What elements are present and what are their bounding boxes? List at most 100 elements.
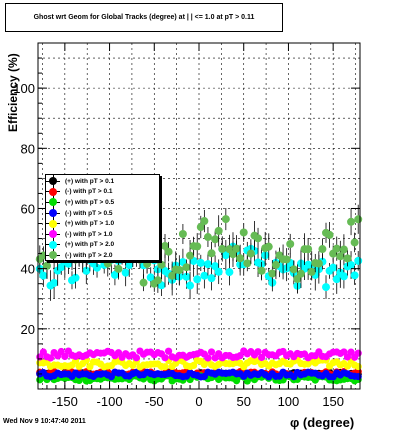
data-point [207,249,216,258]
legend-entry: (-) with pT > 1.0 [46,227,159,242]
data-point [340,348,348,356]
data-point [39,271,48,280]
data-point [153,276,162,285]
legend-label: (+) with pT > 2.0 [65,241,115,249]
data-point [236,254,245,263]
data-point [125,261,134,270]
data-point [200,271,209,280]
plot-title: Ghost wrt Geom for Global Tracks (degree… [5,3,283,32]
legend-label: (+) with pT > 1.0 [65,220,115,228]
legend-marker [46,174,60,189]
data-point [329,263,338,272]
data-point [258,353,266,362]
legend-entry: (-) with pT > 2.0 [46,248,159,263]
data-point [121,268,130,277]
data-point [61,352,69,361]
data-point [243,259,252,268]
data-point [207,274,216,283]
data-point [354,362,362,371]
timestamp-footer: Wed Nov 9 10:47:40 2011 [3,418,86,425]
data-point [211,235,220,244]
legend-entry: (+) with pT > 1.0 [46,216,159,231]
legend-label: (+) with pT > 0.1 [65,177,115,185]
legend: (+) with pT > 0.1 (-) with pT > 0.1 (+) wi… [45,174,160,263]
data-point [42,261,51,270]
data-point [203,233,212,242]
legend-entry: (-) with pT > 0.5 [46,206,159,221]
data-point [257,266,266,275]
y-tick-label: 20 [21,322,35,337]
x-tick-label: -100 [97,394,123,409]
data-point [347,348,355,356]
x-axis-label: φ (degree) [290,415,354,430]
legend-entry: (+) with pT > 2.0 [46,237,159,252]
data-point [164,347,173,355]
data-point [57,347,65,356]
data-point [268,269,277,278]
data-point [354,215,363,224]
data-point [296,269,305,278]
data-point [182,263,191,272]
legend-marker [46,227,60,242]
y-tick-label: 80 [21,141,35,156]
axis-ticks: -150 -100 -50 0 50 100 150 20 40 60 80 100 [13,43,360,409]
data-point [161,354,169,362]
legend-marker [46,216,60,231]
legend-label: (-) with pT > 1.0 [65,230,113,238]
data-point [214,226,223,235]
data-point [218,244,227,253]
data-point [190,361,198,370]
data-point [286,240,295,249]
data-point [339,245,348,254]
data-point [347,261,356,270]
data-point [254,234,263,243]
data-point [196,223,205,232]
legend-marker [46,184,60,199]
data-point [254,348,262,356]
data-point [271,260,280,269]
data-point [225,268,234,277]
data-point [186,281,195,290]
legend-label: (-) with pT > 0.5 [65,209,113,217]
x-tick-label: -150 [52,394,78,409]
legend-label: (-) with pT > 0.1 [65,188,113,196]
data-point [339,272,348,281]
legend-entry: (+) with pT > 0.5 [46,195,159,210]
data-point [200,217,209,226]
data-point [196,258,205,267]
y-tick-label: 40 [21,262,35,277]
legend-marker [46,195,60,210]
data-point [221,251,230,260]
data-point [139,278,148,287]
data-point [193,275,202,284]
data-point [354,349,362,357]
legend-label: (+) with pT > 0.5 [65,198,115,206]
data-point [93,263,102,272]
data-point [57,263,66,272]
data-point [307,267,316,276]
data-point [343,362,352,370]
data-point [161,241,170,250]
data-point [332,275,341,284]
data-point [343,254,352,263]
data-point [221,215,230,224]
data-point [332,244,341,253]
data-point [289,265,298,274]
data-point [239,228,248,237]
data-point [110,270,119,279]
legend-entry: (+) with pT > 0.1 [46,174,159,189]
data-point [114,264,123,273]
legend-entry: (-) with pT > 0.1 [46,184,159,199]
data-point [350,271,359,280]
x-tick-label: 100 [278,394,300,409]
legend-marker [46,248,60,263]
data-point [354,256,363,265]
data-point [264,242,273,251]
data-point [143,260,152,269]
data-point [168,271,177,280]
data-point [193,242,202,251]
data-point [232,244,241,253]
data-point [46,354,55,362]
data-point [178,229,187,238]
